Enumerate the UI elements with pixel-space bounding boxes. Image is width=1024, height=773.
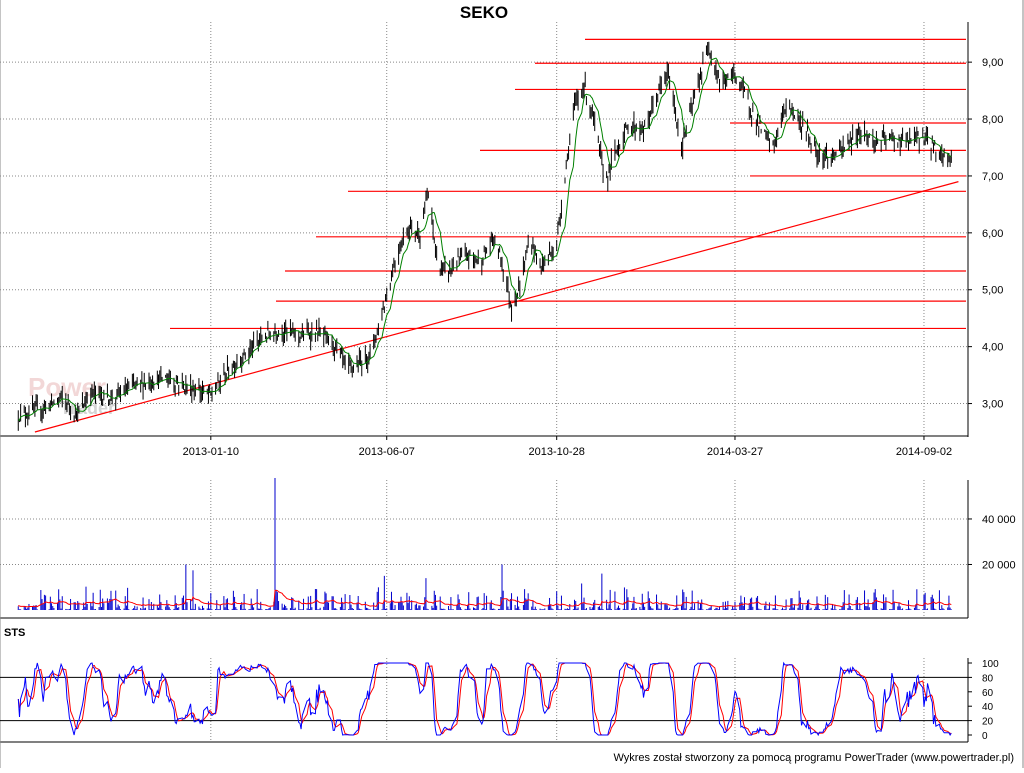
sts-label: STS <box>4 627 25 639</box>
price-y-tick-label: 8,00 <box>982 114 1003 126</box>
sts-d-line <box>17 662 952 736</box>
price-y-tick-label: 3,00 <box>982 399 1003 411</box>
price-y-tick-label: 5,00 <box>982 285 1003 297</box>
x-tick-label: 2013-01-10 <box>183 446 239 458</box>
x-tick-label: 2014-03-27 <box>707 446 763 458</box>
x-tick-label: 2013-10-28 <box>529 446 585 458</box>
sts-oscillator <box>0 661 968 737</box>
volume-y-tick-label: 40 000 <box>982 514 1016 526</box>
axes: 2013-01-10 2013-06-07 2013-10-28 2014-03-27… <box>183 57 1016 742</box>
sts-y-tick-label: 100 <box>982 659 999 670</box>
x-tick-label: 2014-09-02 <box>896 446 952 458</box>
sts-y-tick-label: 80 <box>982 673 994 684</box>
x-tick-label: 2013-06-07 <box>359 446 415 458</box>
moving-average-line <box>18 57 952 421</box>
trend-line <box>34 181 959 433</box>
sts-y-tick-label: 0 <box>982 731 988 742</box>
sts-y-tick-label: 60 <box>982 688 994 699</box>
price-y-tick-label: 4,00 <box>982 342 1003 354</box>
footer-credit: Wykres został stworzony za pomocą progra… <box>613 752 1014 764</box>
price-y-tick-label: 9,00 <box>982 57 1003 69</box>
price-candles <box>17 41 952 431</box>
chart-title: SEKO <box>460 3 508 22</box>
volume-y-tick-label: 20 000 <box>982 559 1016 571</box>
moving-average <box>18 57 952 421</box>
sts-y-tick-label: 40 <box>982 702 994 713</box>
volume-bars <box>17 478 952 610</box>
volume-average-line <box>18 589 952 608</box>
price-y-tick-label: 7,00 <box>982 171 1003 183</box>
price-y-tick-label: 6,00 <box>982 228 1003 240</box>
sts-k-line <box>17 661 952 737</box>
sts-y-tick-label: 20 <box>982 717 994 728</box>
